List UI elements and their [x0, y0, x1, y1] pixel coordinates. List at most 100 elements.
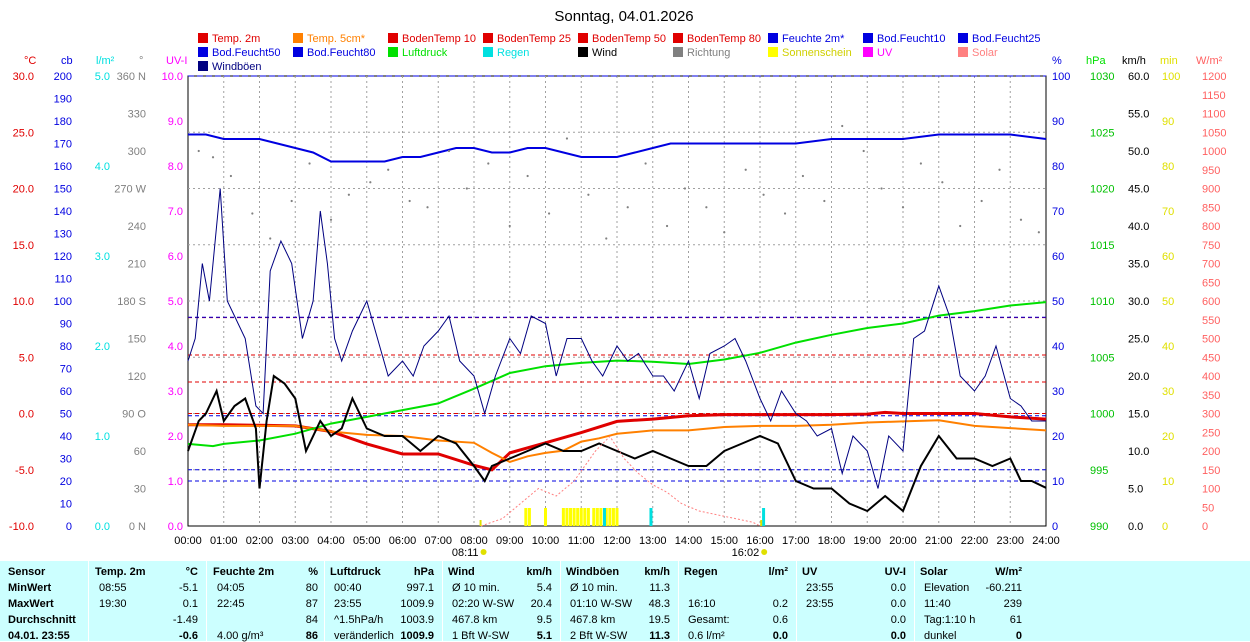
- direction-point: [465, 187, 468, 190]
- x-tick-label: 12:00: [603, 535, 631, 547]
- legend-swatch: [388, 33, 398, 43]
- legend: Temp. 2m Temp. 5cm* BodenTemp 10 BodenTemp …: [198, 33, 1041, 73]
- table-header: Sensor: [8, 566, 46, 578]
- direction-point: [980, 199, 983, 203]
- direction-point: [487, 162, 490, 165]
- y-tick-label: 150: [54, 184, 72, 196]
- direction-point: [823, 199, 826, 203]
- x-tick-label: 06:00: [389, 535, 417, 547]
- y-tick-label: 120: [54, 251, 72, 263]
- y-tick-label: 140: [54, 206, 72, 218]
- y-tick-label: 30: [134, 484, 146, 496]
- axis-unit-label: hPa: [1086, 55, 1106, 67]
- bar-mark: [595, 508, 599, 526]
- direction-point: [762, 193, 765, 196]
- axis-unit-label: min: [1160, 55, 1178, 67]
- y-tick-label: 500: [1202, 334, 1220, 346]
- y-tick-label: 90: [60, 319, 72, 331]
- axis-unit-label: UV-I: [166, 55, 187, 67]
- direction-point: [290, 199, 293, 203]
- series-line: [188, 133, 1047, 163]
- y-tick-label: 0 N: [129, 521, 146, 533]
- sun-icon: [480, 549, 487, 555]
- legend-swatch: [958, 47, 968, 57]
- y-tick-label: 50.0: [1128, 146, 1149, 158]
- x-tick-label: 05:00: [353, 535, 381, 547]
- legend-label: BodenTemp 50: [592, 33, 666, 45]
- y-tick-label: 90 O: [122, 409, 146, 421]
- table-cell: -0.6: [179, 630, 198, 642]
- direction-point: [251, 212, 254, 215]
- y-tick-label: 1020: [1090, 184, 1114, 196]
- y-tick-label: 0: [1202, 521, 1208, 533]
- bar-mark: [649, 508, 653, 526]
- y-tick-label: 0.0: [19, 409, 34, 421]
- bar-mark: [602, 508, 606, 526]
- sunrise-label: 08:11: [452, 547, 479, 559]
- y-tick-label: 10: [60, 499, 72, 511]
- x-tick-label: 08:00: [460, 535, 488, 547]
- y-tick-label: 2.0: [95, 341, 110, 353]
- legend-swatch: [483, 33, 493, 43]
- legend-swatch: [578, 47, 588, 57]
- y-tick-label: 100: [1202, 484, 1220, 496]
- x-tick-label: 02:00: [246, 535, 274, 547]
- y-tick-label: 270 W: [114, 184, 146, 196]
- column-separator: [324, 561, 325, 641]
- y-tick-label: 0.0: [95, 521, 110, 533]
- bar-mark: [762, 508, 766, 526]
- y-tick-label: 50: [1052, 296, 1064, 308]
- y-tick-label: 100: [1052, 71, 1070, 83]
- direction-point: [387, 168, 390, 171]
- direction-point: [1019, 218, 1023, 221]
- table-cell: veränderlich: [334, 630, 394, 642]
- y-tick-label: 750: [1202, 240, 1220, 252]
- legend-swatch: [863, 47, 873, 57]
- direction-point: [308, 162, 311, 165]
- y-tick-label: 30.0: [13, 71, 34, 83]
- direction-point: [959, 224, 962, 228]
- table-cell: 4.00 g/m³: [217, 630, 264, 642]
- y-tick-label: 350: [1202, 390, 1220, 402]
- column-separator: [560, 561, 561, 641]
- table-cell: 01:10 W-SW: [570, 598, 633, 610]
- y-tick-label: 90: [1162, 116, 1174, 128]
- weather-chart: Sonntag, 04.01.2026 Temp. 2m Temp. 5cm* Bo…: [9, 8, 1227, 559]
- x-tick-label: 22:00: [961, 535, 989, 547]
- y-tick-label: 3.0: [168, 386, 183, 398]
- y-tick-label: 25.0: [1128, 334, 1149, 346]
- table-cell: 08:55: [99, 582, 127, 594]
- sun-icon: [761, 549, 768, 555]
- direction-point: [347, 193, 350, 196]
- y-tick-label: 550: [1202, 315, 1220, 327]
- legend-swatch: [198, 61, 208, 71]
- x-tick-label: 03:00: [281, 535, 309, 547]
- series-line: [187, 419, 1047, 463]
- y-tick-label: 150: [128, 334, 146, 346]
- direction-point: [862, 149, 865, 153]
- x-tick-label: 24:00: [1032, 535, 1060, 547]
- y-tick-label: -5.0: [15, 465, 34, 477]
- legend-swatch: [483, 47, 493, 57]
- table-cell: 1 Bft W-SW: [452, 630, 510, 642]
- table-header: hPa: [413, 566, 434, 578]
- y-tick-label: 850: [1202, 202, 1220, 214]
- legend-label: Temp. 5cm*: [307, 33, 366, 45]
- legend-label: Sonnenschein: [782, 47, 852, 59]
- y-tick-label: 0: [1052, 521, 1058, 533]
- y-tick-label: 200: [54, 71, 72, 83]
- y-tick-label: 10.0: [162, 71, 183, 83]
- table-cell: 19.5: [648, 614, 670, 626]
- axis-unit-label: %: [1052, 55, 1062, 67]
- y-tick-label: 4.0: [95, 161, 110, 173]
- legend-label: Bod.Feucht25: [972, 33, 1041, 45]
- y-tick-label: 210: [128, 259, 146, 271]
- legend-label: Bod.Feucht50: [212, 47, 281, 59]
- table-header: W/m²: [995, 566, 1022, 578]
- legend-label: BodenTemp 10: [402, 33, 476, 45]
- direction-point: [683, 187, 687, 190]
- table-cell: Ø 10 min.: [570, 582, 618, 594]
- table-cell: 11.3: [649, 582, 670, 594]
- bar-mark: [615, 508, 619, 526]
- table-header: %: [308, 566, 318, 578]
